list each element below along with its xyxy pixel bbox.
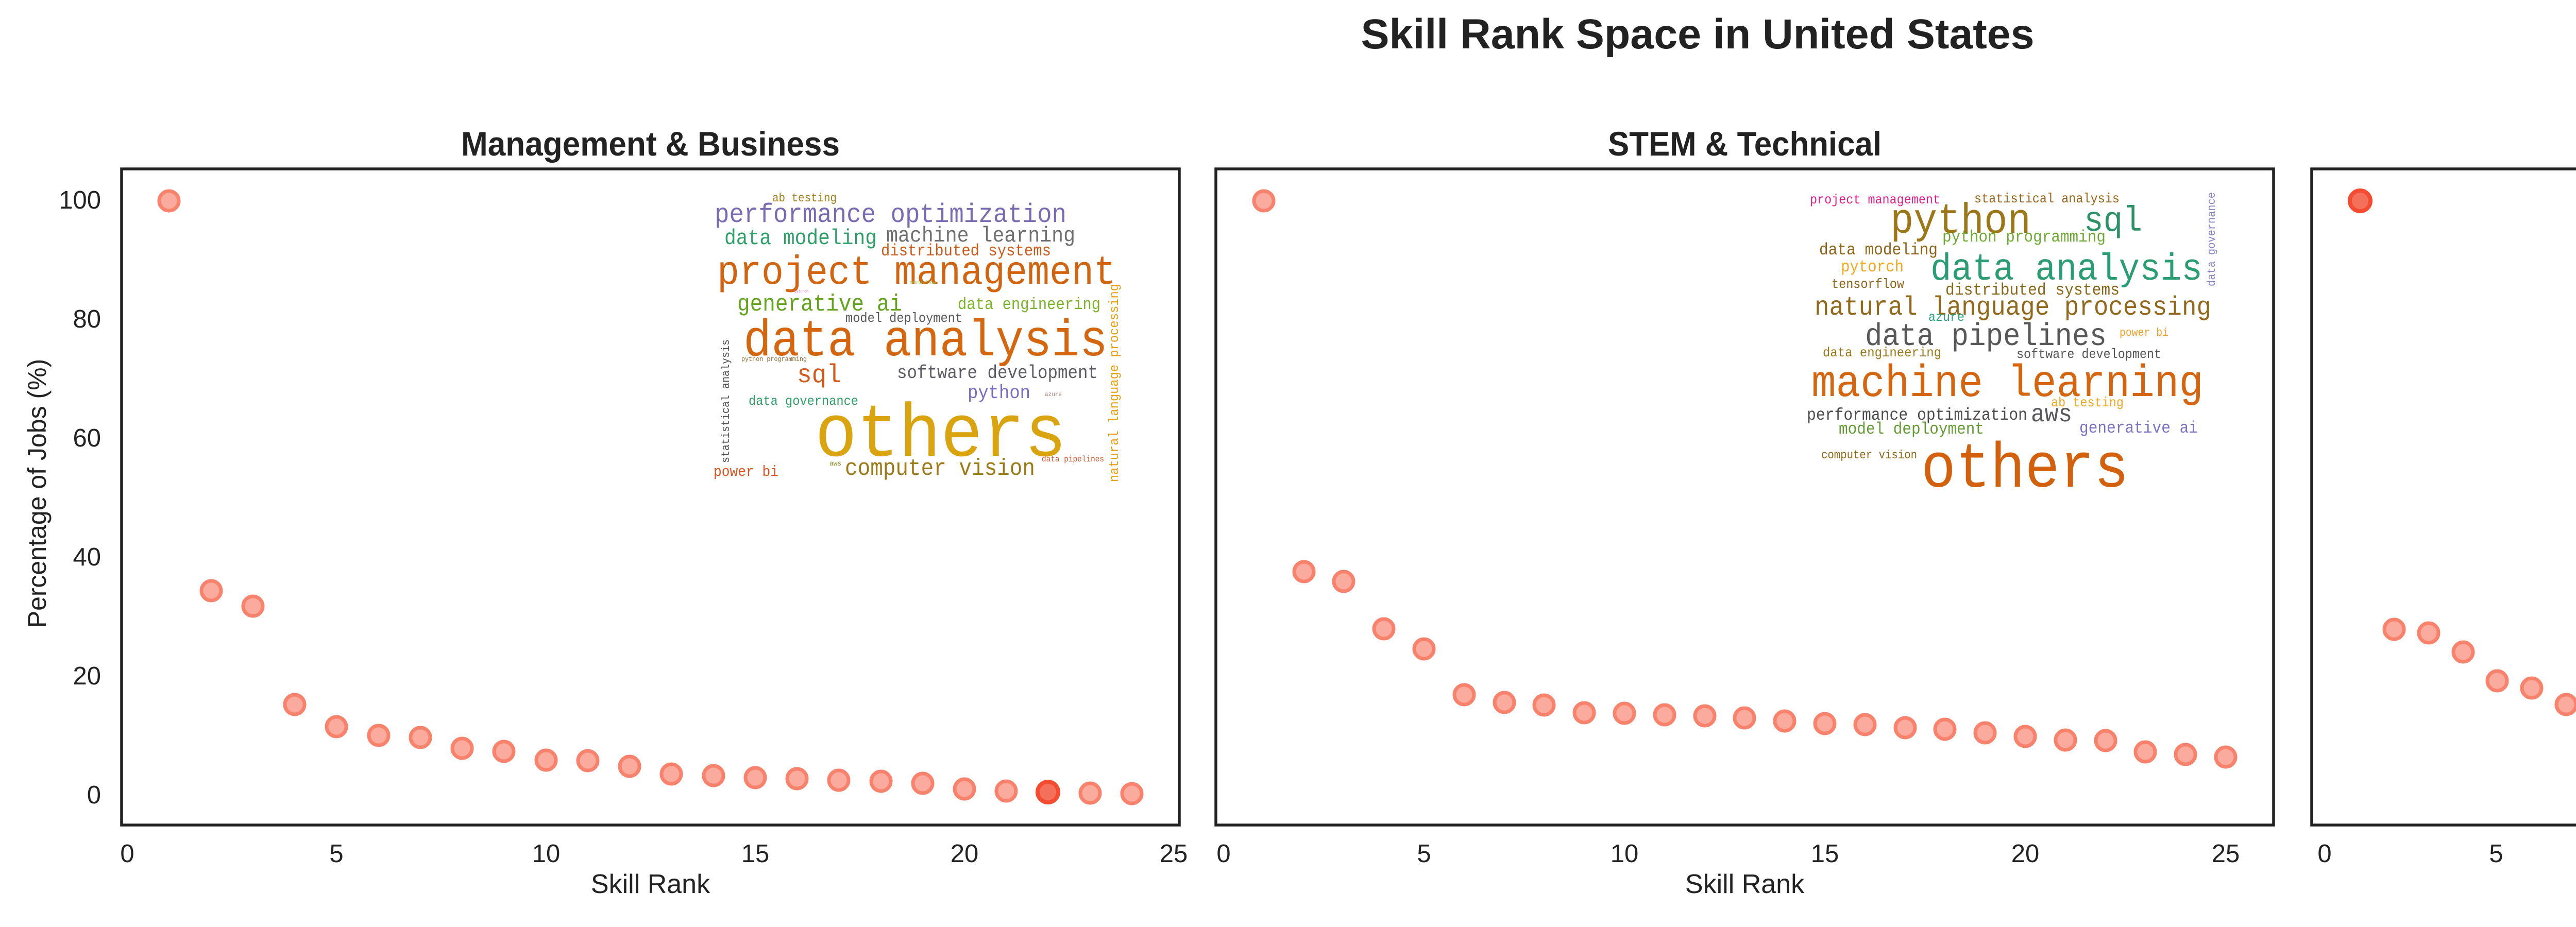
svg-text:machine learning: machine learning	[886, 224, 1075, 248]
svg-text:others: others	[815, 393, 1066, 478]
svg-text:computer vision: computer vision	[845, 456, 1035, 482]
svg-text:aws: aws	[2031, 401, 2072, 429]
svg-text:10: 10	[532, 840, 561, 868]
svg-text:computer vision: computer vision	[1821, 449, 1917, 462]
svg-text:Management & Business: Management & Business	[461, 125, 840, 163]
svg-text:aws: aws	[829, 460, 841, 468]
svg-text:25: 25	[1160, 840, 1188, 868]
svg-text:ab testing: ab testing	[2051, 395, 2124, 410]
svg-text:80: 80	[73, 305, 101, 333]
svg-text:python: python	[968, 383, 1030, 404]
svg-text:azure: azure	[1045, 391, 1062, 398]
svg-text:sql: sql	[2084, 201, 2142, 242]
svg-text:Skill Rank Space in United Sta: Skill Rank Space in United States	[1361, 11, 2035, 58]
svg-text:software development: software development	[2016, 347, 2161, 362]
svg-text:model deployment: model deployment	[845, 311, 962, 326]
svg-text:data engineering: data engineering	[1823, 345, 1941, 360]
svg-text:project management: project management	[717, 250, 1116, 296]
svg-text:software development: software development	[897, 363, 1098, 384]
svg-text:data pipelines: data pipelines	[1042, 455, 1104, 464]
svg-text:data modeling: data modeling	[1819, 241, 1938, 260]
svg-text:data pipelines: data pipelines	[1865, 319, 2107, 355]
svg-text:data governance: data governance	[749, 393, 858, 409]
svg-text:distributed systems: distributed systems	[881, 242, 1051, 261]
svg-text:generative ai: generative ai	[2079, 419, 2198, 438]
svg-text:10: 10	[1611, 840, 1639, 868]
svg-text:0: 0	[1216, 840, 1230, 868]
svg-text:STEM & Technical: STEM & Technical	[1608, 125, 1882, 163]
svg-text:data modeling: data modeling	[724, 226, 877, 251]
svg-text:pytorch: pytorch	[794, 289, 808, 294]
svg-text:data governance: data governance	[2206, 192, 2218, 286]
svg-text:5: 5	[329, 840, 343, 868]
svg-text:python: python	[1890, 197, 2031, 246]
svg-text:20: 20	[951, 840, 979, 868]
svg-text:Skill Rank: Skill Rank	[591, 869, 710, 899]
svg-text:model deployment: model deployment	[1839, 420, 1984, 439]
svg-text:60: 60	[73, 424, 101, 452]
svg-text:others: others	[1921, 434, 2129, 506]
svg-text:power bi: power bi	[2120, 327, 2168, 339]
svg-text:tensorflow: tensorflow	[1832, 277, 1904, 292]
svg-text:performance optimization: performance optimization	[1807, 406, 2027, 425]
svg-text:performance optimization: performance optimization	[715, 200, 1066, 230]
svg-text:40: 40	[73, 543, 101, 571]
svg-text:data analysis: data analysis	[743, 313, 1108, 371]
svg-text:0: 0	[2317, 840, 2331, 868]
svg-text:sql: sql	[797, 361, 841, 390]
svg-text:Skill Rank: Skill Rank	[1685, 869, 1805, 899]
svg-text:tensorflow: tensorflow	[909, 280, 936, 286]
svg-text:natural language processing: natural language processing	[1815, 293, 2211, 323]
svg-text:python programming: python programming	[1942, 228, 2106, 247]
svg-text:15: 15	[741, 840, 770, 868]
svg-text:statistical analysis: statistical analysis	[720, 339, 733, 463]
svg-text:5: 5	[1417, 840, 1431, 868]
svg-text:azure: azure	[1928, 310, 1964, 325]
svg-text:data engineering: data engineering	[958, 295, 1100, 314]
svg-text:0: 0	[87, 781, 101, 809]
svg-text:project management: project management	[1810, 192, 1940, 208]
svg-text:25: 25	[2212, 840, 2240, 868]
svg-text:ab testing: ab testing	[772, 192, 837, 205]
svg-text:pytorch: pytorch	[1841, 258, 1904, 277]
svg-text:20: 20	[2011, 840, 2040, 868]
svg-text:100: 100	[59, 186, 101, 214]
svg-text:0: 0	[120, 840, 134, 868]
svg-text:python programming: python programming	[741, 355, 807, 363]
svg-text:Percentage of Jobs (%): Percentage of Jobs (%)	[23, 359, 52, 628]
svg-text:20: 20	[73, 662, 101, 690]
svg-text:natural language processing: natural language processing	[1107, 284, 1122, 482]
svg-text:distributed systems: distributed systems	[1945, 281, 2120, 300]
svg-text:5: 5	[2489, 840, 2503, 868]
svg-text:statistical analysis: statistical analysis	[1974, 191, 2120, 207]
svg-text:machine learning: machine learning	[1811, 359, 2204, 410]
svg-text:power bi: power bi	[714, 464, 778, 480]
svg-text:generative ai: generative ai	[737, 291, 902, 318]
svg-text:15: 15	[1811, 840, 1839, 868]
svg-text:data analysis: data analysis	[1930, 248, 2202, 291]
